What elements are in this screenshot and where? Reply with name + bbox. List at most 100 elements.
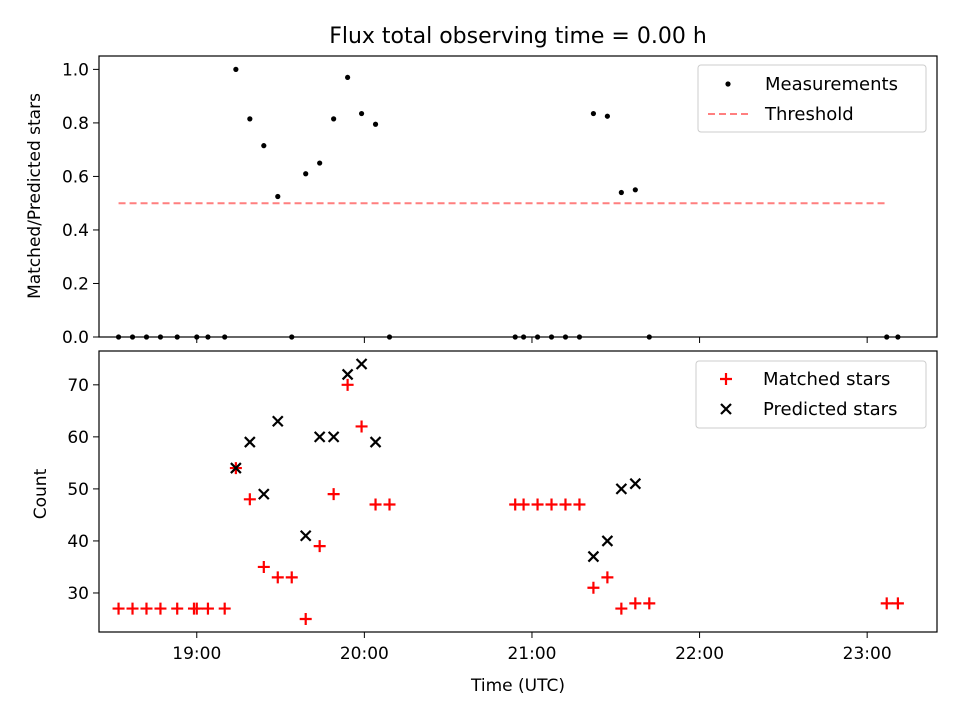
predicted-star-point [587, 550, 600, 563]
predicted-star-point [355, 358, 368, 370]
measurement-point [275, 193, 281, 200]
matched-star-point [383, 498, 396, 511]
measurement-point [317, 160, 323, 166]
matched-star-point [880, 597, 893, 610]
measurement-point [157, 334, 164, 340]
matched-star-point [355, 420, 368, 433]
measurement-point [289, 334, 295, 340]
predicted-star-point [271, 415, 284, 428]
measurement-point [884, 334, 890, 340]
top-y-tick-label: 1.0 [62, 60, 89, 80]
measurement-point [358, 110, 365, 117]
measurement-point [194, 334, 200, 340]
matched-star-point [285, 571, 298, 584]
bottom-y-axis-label: Count [31, 468, 51, 519]
x-tick-label: 21:00 [507, 644, 556, 664]
measurements-legend-label: Measurements [765, 74, 898, 95]
matched-star-point [243, 493, 256, 506]
predicted-star-point [601, 535, 614, 547]
matched-star-point [257, 560, 270, 573]
measurement-point [115, 334, 122, 340]
matched-star-point [545, 498, 558, 511]
bottom-legend: Matched stars Predicted stars [695, 360, 927, 429]
measurement-point [895, 334, 901, 340]
bottom-y-tick-label: 50 [67, 480, 89, 500]
predicted-star-point [299, 529, 312, 542]
measurement-point [604, 113, 610, 119]
bottom-y-tick-label: 70 [67, 376, 89, 396]
top-y-tick-label: 0.6 [62, 167, 89, 187]
matched-star-point [643, 597, 656, 610]
predicted-legend-label: Predicted stars [763, 399, 897, 420]
matched-star-point [629, 597, 642, 610]
measurement-point [562, 334, 569, 340]
measurement-point [632, 187, 638, 193]
predicted-star-point [244, 436, 256, 448]
bottom-plot-area: 30 40 50 60 70 19:00 20:00 21:00 22:00 23:00 [67, 350, 938, 664]
top-y-axis-label: Matched/Predicted stars [25, 93, 45, 299]
top-y-tick-label: 0.2 [62, 274, 89, 294]
top-y-tick-label: 0.0 [62, 328, 89, 348]
predicted-star-point [369, 436, 382, 448]
matched-star-point [112, 602, 125, 615]
top-y-tick-label: 0.4 [62, 221, 89, 241]
matched-star-point [201, 602, 214, 615]
top-y-tick-label: 0.8 [62, 114, 89, 134]
predicted-star-point [615, 483, 628, 495]
matched-star-point [559, 498, 572, 511]
predicted-legend-marker [720, 403, 732, 415]
matched-star-point [171, 602, 184, 615]
measurement-point [143, 334, 150, 340]
measurement-point [222, 334, 228, 340]
top-legend-frame [697, 64, 927, 133]
matched-star-point [573, 498, 586, 511]
matched-legend-marker [720, 373, 732, 385]
matched-star-point [615, 602, 628, 615]
predicted-star-point [313, 431, 326, 443]
matched-legend-label: Matched stars [763, 369, 890, 390]
predicted-star-point [327, 431, 340, 443]
measurement-point [345, 74, 351, 81]
measurement-point [534, 334, 541, 340]
matched-star-point [327, 488, 340, 501]
measurement-point [174, 334, 180, 340]
threshold-legend-label: Threshold [764, 104, 854, 125]
matched-star-point [190, 602, 203, 615]
measurement-point [386, 334, 393, 340]
measurement-point [520, 334, 527, 340]
predicted-star-point [230, 462, 242, 474]
measurement-point [646, 334, 652, 340]
measurement-point [247, 116, 253, 122]
matched-star-point [891, 597, 904, 610]
measurement-point [233, 66, 239, 72]
bottom-y-tick-label: 60 [67, 428, 89, 448]
matched-star-point [140, 602, 153, 615]
measurement-point [372, 121, 379, 127]
matched-star-point [517, 498, 530, 511]
matched-star-point [341, 378, 354, 391]
x-tick-label: 23:00 [843, 644, 892, 664]
top-plot-area: 0.0 0.2 0.4 0.6 0.8 1.0 [62, 55, 938, 348]
measurement-point [261, 143, 267, 149]
matched-star-point [271, 571, 284, 584]
matched-star-point [369, 498, 382, 511]
measurement-point [512, 334, 518, 340]
predicted-star-point [341, 368, 354, 381]
measurement-point [590, 110, 597, 117]
x-axis-label: Time (UTC) [470, 676, 565, 696]
matched-star-point [313, 540, 326, 553]
x-tick-label: 20:00 [340, 644, 389, 664]
matched-star-point [299, 612, 312, 625]
measurement-point [303, 171, 309, 177]
matched-star-point [601, 571, 614, 584]
measurements-legend-marker [725, 81, 731, 87]
bottom-legend-frame [695, 360, 927, 429]
top-plot-frame [98, 55, 938, 338]
x-tick-label: 22:00 [675, 644, 724, 664]
chart-title: Flux total observing time = 0.00 h [329, 24, 707, 49]
measurement-point [205, 334, 211, 340]
predicted-star-point [629, 477, 642, 490]
matched-star-point [154, 602, 167, 615]
